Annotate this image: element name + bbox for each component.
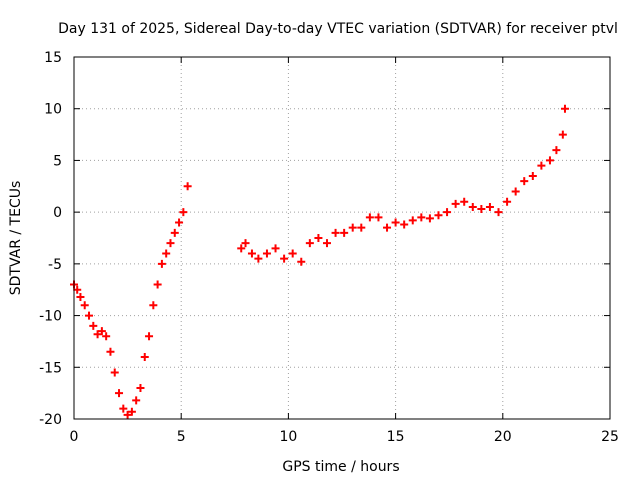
data-point (558, 130, 567, 139)
data-point (153, 280, 162, 289)
grid-lines (74, 57, 610, 419)
data-point (357, 223, 366, 232)
data-point (511, 187, 520, 196)
data-point (314, 234, 323, 242)
data-point (443, 208, 452, 217)
y-tick-label: -20 (39, 412, 62, 428)
data-point (179, 208, 188, 217)
data-point (73, 285, 82, 294)
data-point (365, 213, 374, 222)
x-tick-label: 20 (494, 429, 512, 445)
data-point (391, 218, 400, 227)
data-point (460, 197, 469, 206)
data-point (80, 301, 89, 310)
data-point (468, 202, 477, 211)
data-point (503, 197, 512, 206)
data-point (408, 216, 417, 225)
data-point (247, 249, 256, 258)
data-point (166, 239, 175, 248)
data-point (348, 223, 357, 232)
data-point (106, 347, 115, 356)
data-point (76, 292, 85, 301)
data-point (528, 171, 537, 180)
data-point (262, 249, 271, 258)
y-axis-label: SDTVAR / TECUs (8, 181, 24, 296)
data-point (425, 214, 434, 223)
data-point (374, 213, 383, 222)
data-point (145, 332, 154, 341)
data-point (175, 218, 184, 227)
x-tick-label: 10 (279, 429, 297, 445)
data-point (434, 211, 443, 220)
tick-labels: 0 5 10 15 20 25 -20 -15 -10 -5 0 5 10 15 (39, 50, 619, 445)
data-point (297, 257, 306, 266)
data-point (322, 239, 331, 248)
data-point (115, 389, 124, 398)
data-point (97, 327, 106, 336)
data-point (149, 301, 158, 310)
axis-ticks (73, 56, 611, 420)
data-point (85, 311, 94, 320)
x-tick-label: 25 (601, 429, 619, 445)
plot-frame (73, 56, 611, 420)
data-point (119, 404, 128, 413)
data-point (136, 383, 145, 392)
data-points (70, 104, 569, 419)
data-point (241, 239, 250, 248)
data-point (537, 161, 546, 170)
y-tick-label: 0 (53, 205, 62, 221)
data-point (127, 407, 136, 416)
data-point (140, 352, 149, 361)
data-point (110, 368, 119, 377)
data-point (123, 410, 132, 419)
data-point (477, 205, 486, 214)
data-point (494, 208, 503, 217)
data-point (545, 156, 554, 165)
data-point (485, 202, 494, 211)
x-tick-label: 0 (70, 429, 79, 445)
data-point (417, 213, 426, 222)
y-tick-label: 10 (44, 102, 62, 118)
data-point (288, 249, 297, 258)
data-point (183, 182, 192, 191)
data-point (271, 244, 280, 253)
y-tick-label: 15 (44, 50, 62, 66)
data-point (102, 332, 111, 341)
y-tick-label: -10 (39, 309, 62, 325)
data-point (93, 330, 102, 339)
data-point (170, 228, 179, 237)
chart-title: Day 131 of 2025, Sidereal Day-to-day VTE… (58, 21, 618, 37)
y-tick-label: -15 (39, 360, 62, 376)
x-axis-label: GPS time / hours (282, 459, 399, 475)
data-point (132, 396, 141, 405)
data-point (331, 228, 340, 237)
data-point (89, 321, 98, 330)
data-point (162, 249, 171, 258)
data-point (280, 254, 289, 263)
data-point (560, 104, 569, 113)
data-point (305, 239, 314, 248)
y-tick-label: -5 (48, 257, 62, 273)
data-point (400, 220, 409, 229)
data-point (520, 177, 529, 186)
data-point (340, 228, 349, 237)
x-tick-label: 15 (387, 429, 405, 445)
data-point (451, 199, 460, 208)
data-point (254, 254, 263, 263)
x-tick-label: 5 (177, 429, 186, 445)
y-tick-label: 5 (53, 153, 62, 169)
data-point (237, 244, 246, 253)
data-point (157, 259, 166, 268)
data-point (383, 223, 392, 232)
data-point (552, 146, 561, 155)
